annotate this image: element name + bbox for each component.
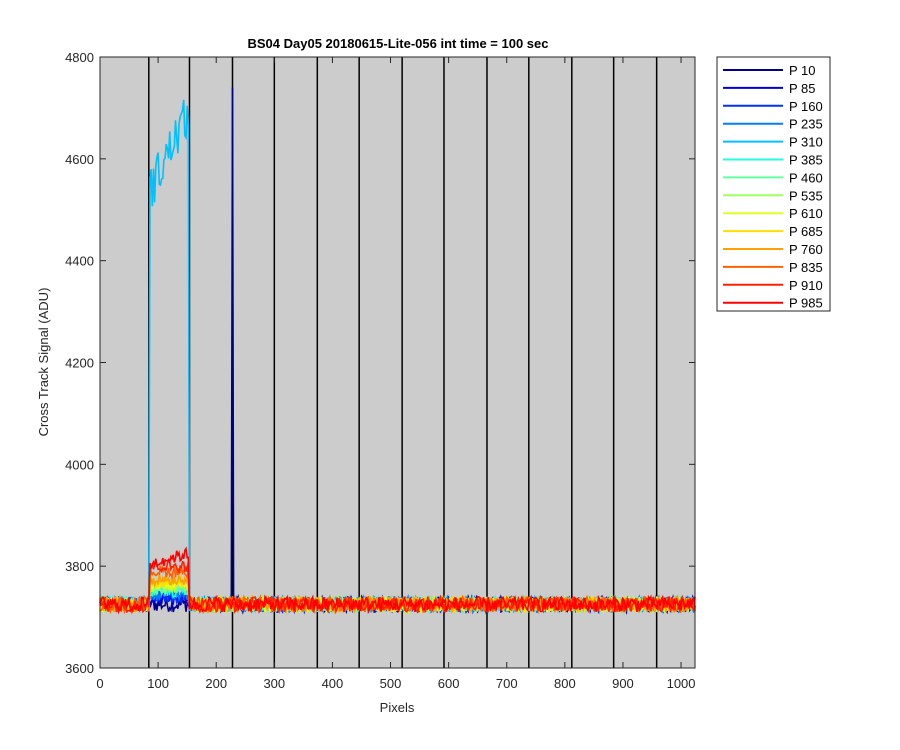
y-tick-label: 3600 [65,661,94,676]
y-tick-label: 4600 [65,152,94,167]
segment-boundaries [148,57,658,668]
legend-label: P 160 [789,99,823,114]
x-tick-label: 800 [554,676,576,691]
legend-label: P 535 [789,188,823,203]
legend-label: P 460 [789,170,823,185]
legend-label: P 10 [789,63,816,78]
x-tick-label: 1000 [667,676,696,691]
x-tick-label: 600 [438,676,460,691]
legend-label: P 910 [789,278,823,293]
y-tick-label: 4000 [65,457,94,472]
legend-label: P 760 [789,242,823,257]
x-tick-label: 200 [205,676,227,691]
legend-label: P 310 [789,135,823,150]
x-tick-label: 400 [322,676,344,691]
chart-title: BS04 Day05 20180615-Lite-056 int time = … [248,36,549,51]
series-lines [99,87,696,615]
x-tick-label: 700 [496,676,518,691]
x-tick-label: 0 [96,676,103,691]
legend-label: P 685 [789,224,823,239]
x-axis-ticks: 0 100 200 300 400 500 600 700 800 900 1000 [96,57,696,691]
legend-label: P 985 [789,296,823,311]
legend-label: P 385 [789,153,823,168]
plot-area [100,57,695,668]
y-axis-label: Cross Track Signal (ADU) [36,288,51,437]
legend-label: P 835 [789,260,823,275]
legend: P 10 P 85 P 160 P 235 P 310 P 385 P 460 P 535 P … [716,56,831,312]
y-tick-label: 4200 [65,356,94,371]
series-line-p985 [99,546,696,615]
legend-label: P 610 [789,206,823,221]
x-tick-label: 100 [147,676,169,691]
legend-label: P 85 [789,81,816,96]
legend-label: P 235 [789,117,823,132]
y-axis-ticks: 3600 3800 4000 4200 4400 4600 4800 [65,50,695,676]
y-tick-label: 3800 [65,559,94,574]
x-tick-label: 300 [263,676,285,691]
x-tick-label: 900 [612,676,634,691]
legend-box [716,56,831,312]
y-tick-label: 4800 [65,50,94,65]
x-axis-label: Pixels [380,700,415,715]
x-tick-label: 500 [380,676,402,691]
y-tick-label: 4400 [65,254,94,269]
